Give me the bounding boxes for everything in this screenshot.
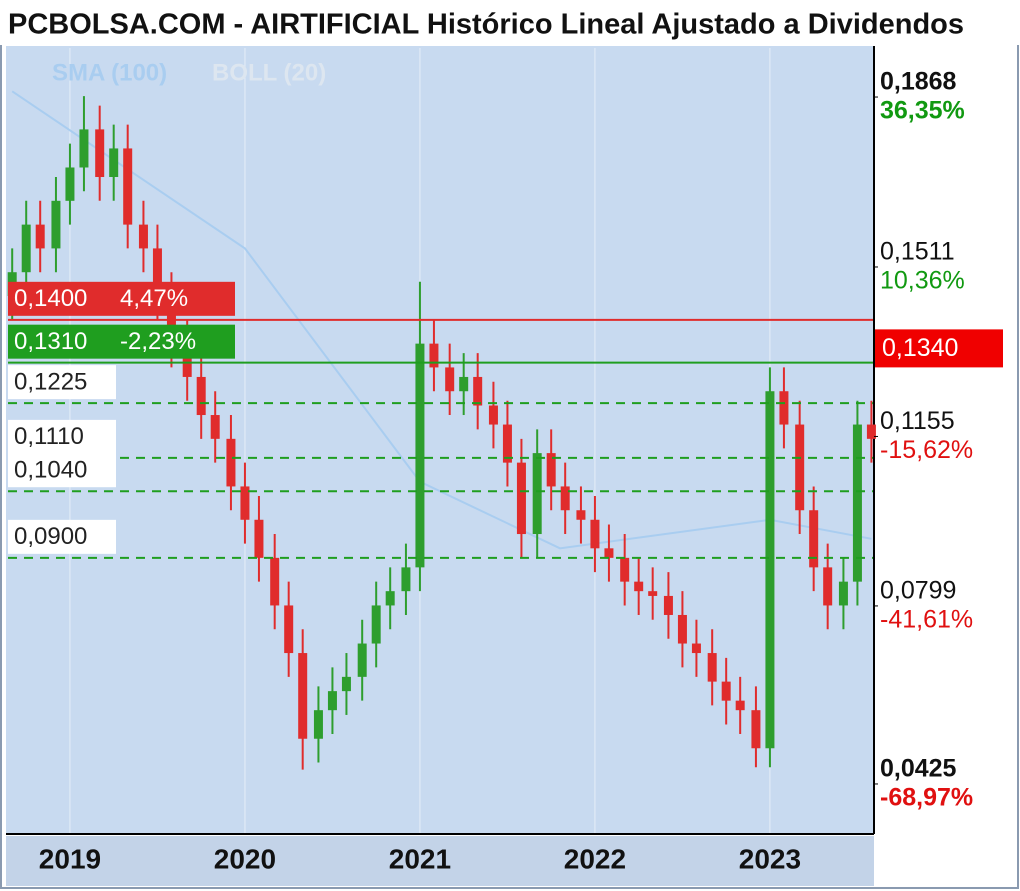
x-tick-label: 2019 <box>39 843 101 874</box>
candle-body <box>516 462 526 535</box>
y-tick-label: 0,1868 <box>880 68 957 96</box>
level-change: -2,23% <box>120 328 196 355</box>
candle-body <box>401 567 411 592</box>
title-bar <box>0 0 1020 45</box>
candle-body <box>138 224 148 249</box>
y-tick-change: -41,61% <box>880 606 973 634</box>
sma-line <box>11 90 872 550</box>
level-label: 0,1225 <box>14 368 87 395</box>
x-tick-label: 2020 <box>214 843 276 874</box>
candle-body <box>371 605 381 644</box>
candle-body <box>473 376 483 406</box>
candle-body <box>488 405 498 425</box>
candle-body <box>95 129 105 178</box>
candle-body <box>445 367 455 392</box>
candle-body <box>707 653 717 682</box>
level-label-box <box>8 419 116 454</box>
candle-body <box>779 391 789 425</box>
level-label-box <box>8 453 116 488</box>
candle-body <box>765 391 775 749</box>
candle-body <box>838 581 848 606</box>
candle-body <box>604 548 614 558</box>
level-label: 0,1310 <box>14 328 87 355</box>
chart-title: PCBOLSA.COM - AIRTIFICIAL Histórico Line… <box>8 9 964 41</box>
candle-body <box>415 343 425 568</box>
candle-body <box>735 700 745 711</box>
candle-body <box>226 438 236 487</box>
candle-body <box>298 653 308 739</box>
candle-body <box>341 676 351 692</box>
candle-body <box>459 376 469 392</box>
y-tick-change: 10,36% <box>880 267 965 295</box>
candle-body <box>590 519 600 549</box>
x-tick-label: 2021 <box>389 843 451 874</box>
candle-body <box>866 424 876 439</box>
candle-body <box>327 691 337 711</box>
y-tick-label: 0,0799 <box>880 577 956 605</box>
candle-body <box>429 343 439 368</box>
candle-body <box>751 710 761 749</box>
level-label: 0,0900 <box>14 523 87 550</box>
candle-body <box>721 681 731 701</box>
level-label-box <box>8 324 235 359</box>
candle-body <box>123 148 133 225</box>
candle-body <box>109 148 119 178</box>
candle-body <box>546 453 556 487</box>
y-tick-change: 36,35% <box>880 97 965 125</box>
candle-body <box>79 129 89 168</box>
y-tick-label: 0,1155 <box>880 407 955 435</box>
candle-body <box>677 614 687 644</box>
candle-body <box>254 519 264 558</box>
candle-body <box>210 415 220 439</box>
candle-body <box>634 581 644 592</box>
candle-body <box>620 557 630 582</box>
y-tick-change: -68,97% <box>880 784 973 812</box>
candle-body <box>502 424 512 463</box>
level-change: 4,47% <box>120 285 188 312</box>
y-tick-label: 0,1511 <box>880 238 955 266</box>
candle-body <box>532 453 542 535</box>
candle-body <box>51 200 61 249</box>
chart-layer: 2019 2020 2021 2022 2023 SMA (100) BOLL (20) 0,… <box>7 48 1003 874</box>
candle-body <box>648 591 658 596</box>
candle-body <box>65 167 75 201</box>
candle-body <box>823 567 833 606</box>
candle-body <box>357 643 367 677</box>
candle-body <box>196 376 206 416</box>
candle-body <box>576 510 586 520</box>
level-label-box <box>8 365 116 400</box>
candle-body <box>313 710 323 739</box>
candle-body <box>560 486 570 511</box>
candle-body <box>809 510 819 568</box>
x-axis-band <box>6 836 874 886</box>
plot-area <box>6 46 874 834</box>
candle-body <box>385 591 395 606</box>
candle-body <box>795 424 805 511</box>
candle-body <box>182 343 192 377</box>
level-label: 0,1400 <box>14 285 87 312</box>
y-tick-label: 0,0425 <box>880 755 957 783</box>
candle-body <box>663 595 673 615</box>
legend-entry: BOLL (20) <box>212 59 326 86</box>
level-label-box <box>8 281 235 316</box>
last-price-box <box>875 329 1003 368</box>
candle-body <box>270 557 280 606</box>
level-label: 0,1110 <box>14 423 84 450</box>
legend-entry: SMA (100) <box>52 59 167 86</box>
level-label: 0,1040 <box>14 457 87 484</box>
candle-body <box>284 605 294 654</box>
candle-body <box>21 224 31 273</box>
x-tick-label: 2023 <box>739 843 801 874</box>
y-tick-change: -15,62% <box>880 436 973 464</box>
candle-body <box>852 424 862 582</box>
last-price-label: 0,1340 <box>882 334 958 362</box>
level-label-box <box>8 519 116 554</box>
candle-body <box>691 643 701 654</box>
candle-body <box>35 224 45 249</box>
x-tick-label: 2022 <box>564 843 626 874</box>
candle-body <box>152 248 162 297</box>
candle-body <box>240 486 250 520</box>
